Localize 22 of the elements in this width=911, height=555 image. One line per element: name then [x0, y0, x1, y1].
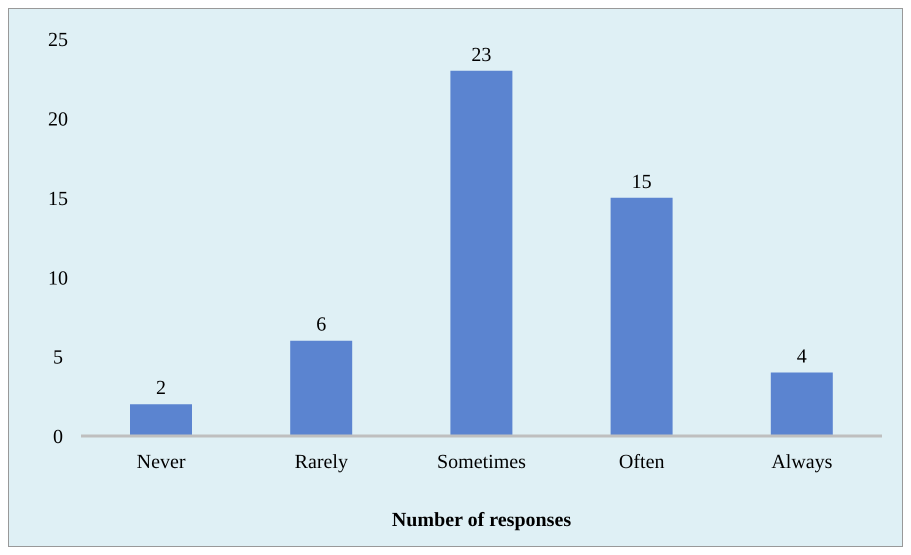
- x-tick-label: Often: [618, 451, 664, 474]
- data-label: 15: [632, 170, 652, 193]
- bar: [450, 70, 512, 436]
- bar: [130, 404, 192, 436]
- y-tick-label: 0: [53, 426, 63, 448]
- bar: [290, 340, 352, 436]
- data-label: 4: [796, 345, 807, 368]
- x-tick-label: Sometimes: [437, 451, 526, 474]
- bar: [610, 198, 673, 436]
- x-tick-label: Never: [136, 451, 186, 474]
- y-tick-label: 10: [48, 267, 68, 290]
- x-tick-label: Rarely: [294, 451, 348, 474]
- y-tick-label: 15: [48, 188, 68, 210]
- data-label: 23: [471, 44, 492, 66]
- y-tick-label: 25: [48, 29, 68, 52]
- y-tick-label: 5: [53, 346, 63, 369]
- x-axis-title: Number of responses: [392, 509, 572, 531]
- bar: [770, 372, 833, 436]
- y-tick-label: 20: [48, 108, 68, 130]
- data-label: 6: [316, 314, 326, 336]
- data-label: 2: [156, 377, 166, 400]
- x-tick-label: Always: [771, 451, 833, 474]
